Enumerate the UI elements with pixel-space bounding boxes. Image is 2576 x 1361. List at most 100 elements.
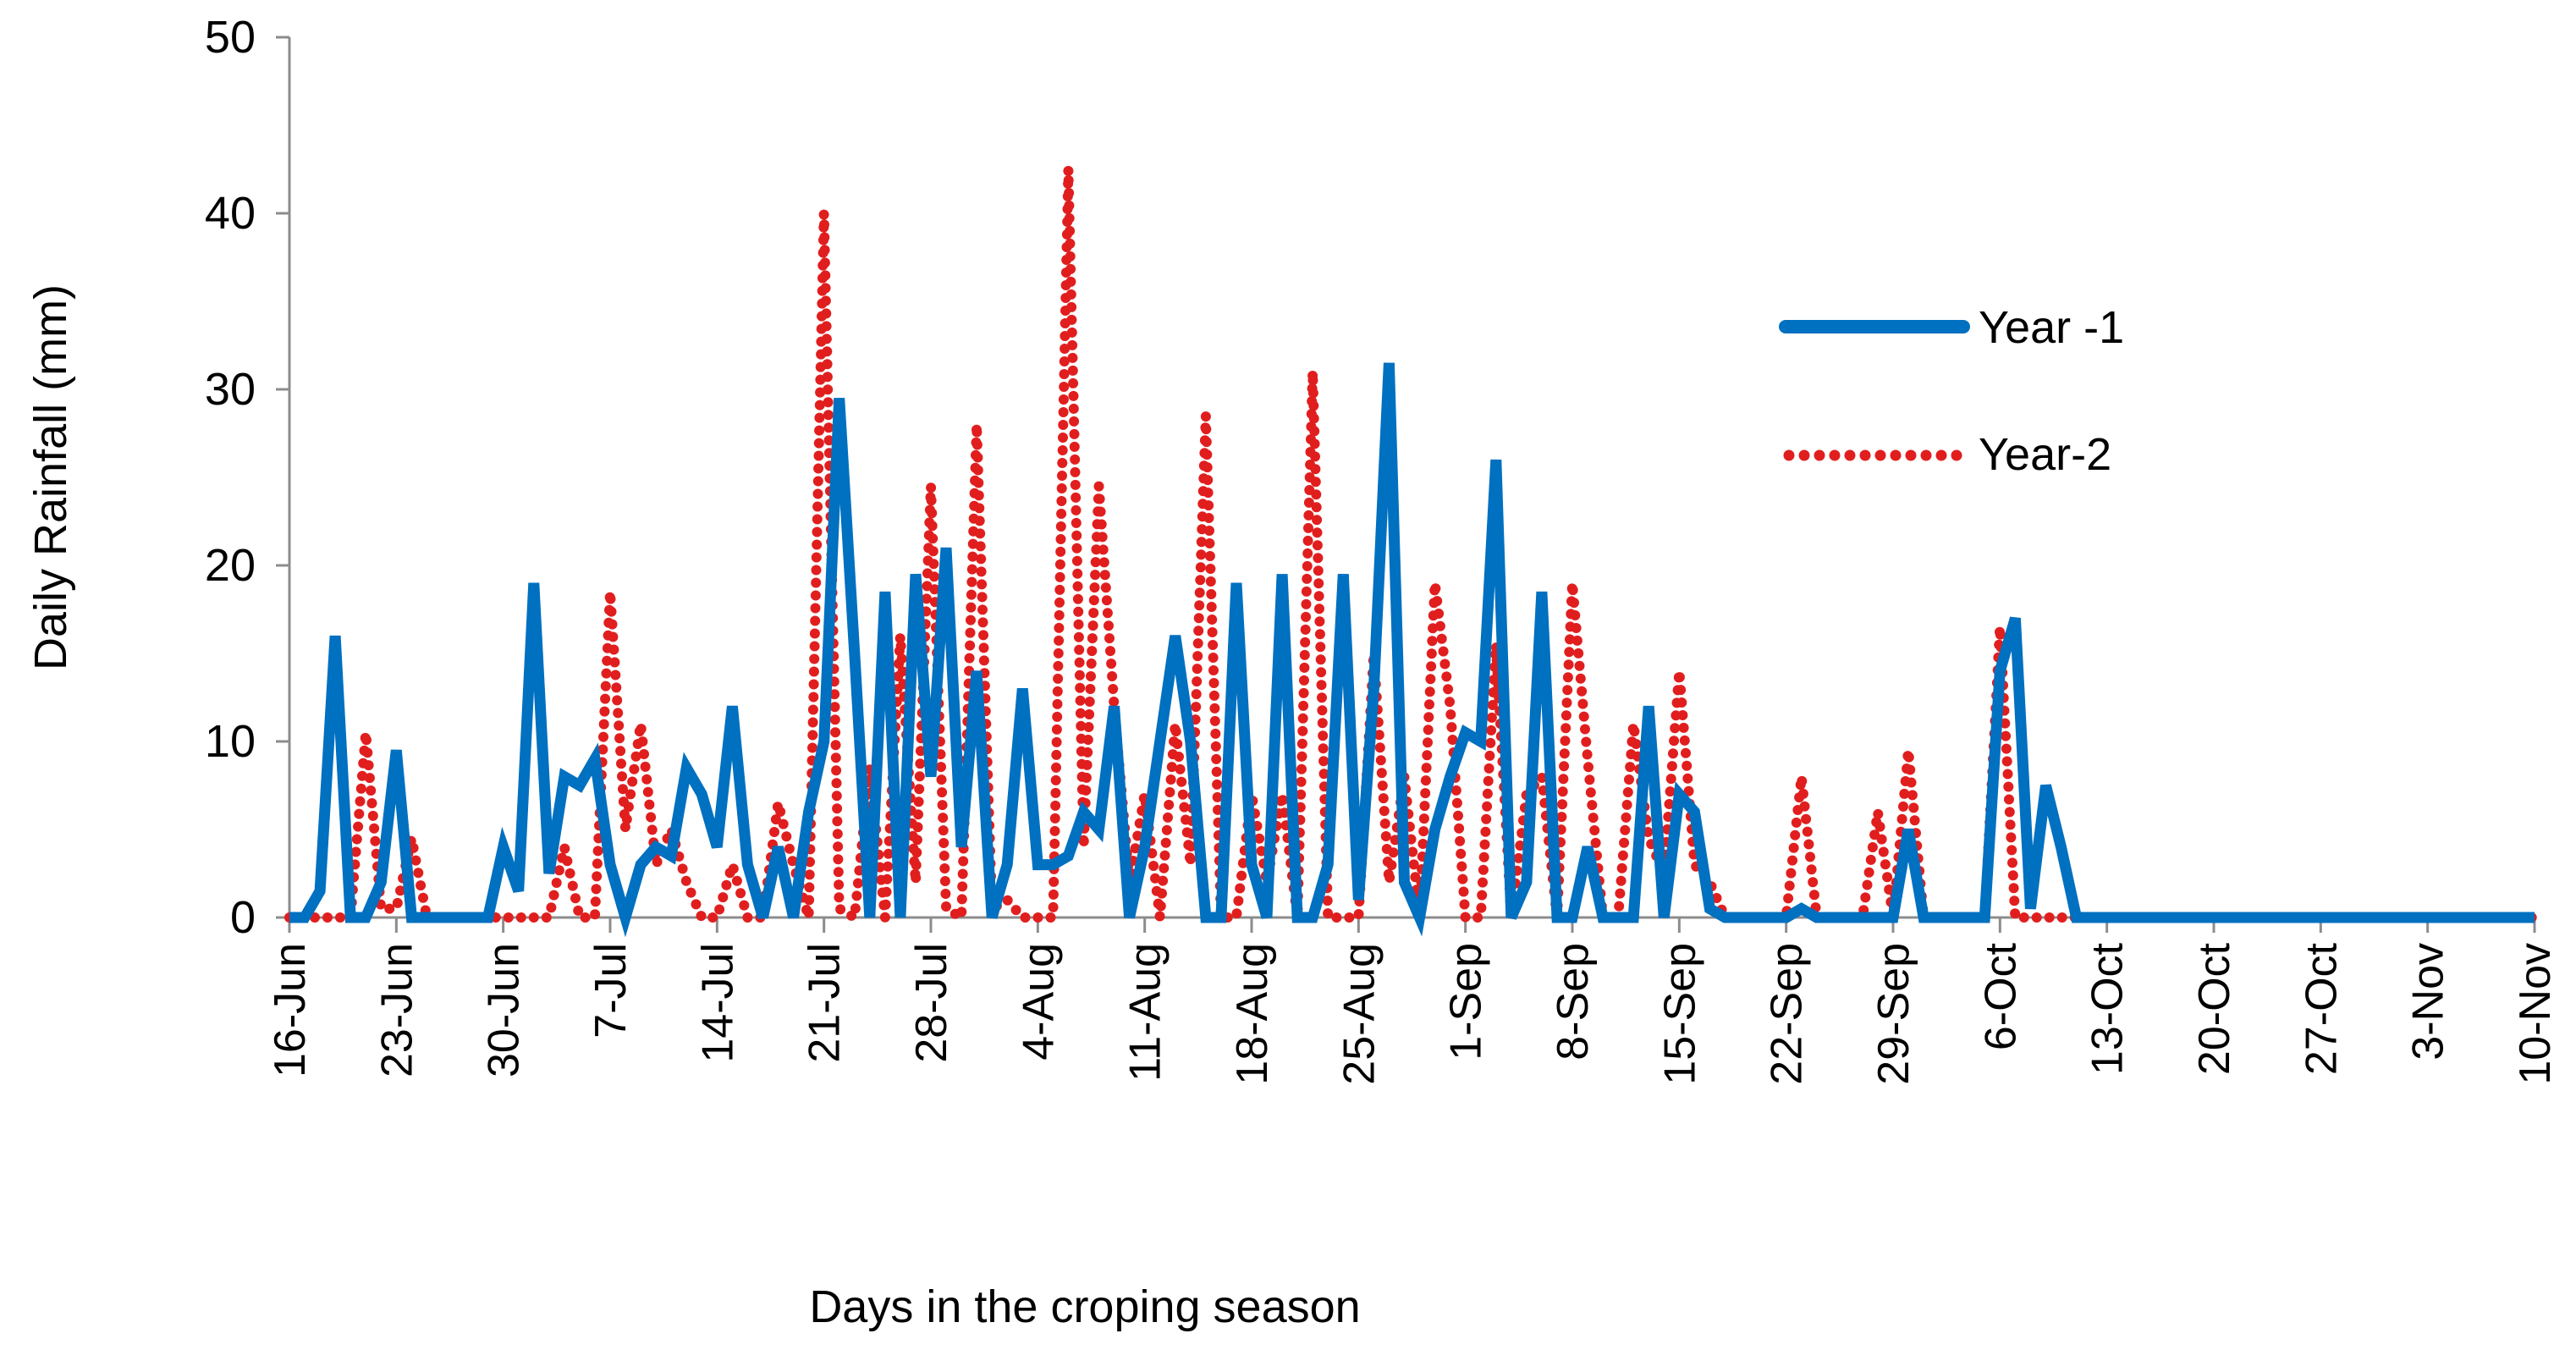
year-2-dot — [1072, 581, 1083, 592]
year-2-dot — [809, 653, 820, 664]
year-2-dot — [1195, 562, 1206, 573]
year-2-dot — [1296, 751, 1307, 762]
year-2-dot — [1071, 543, 1082, 554]
year-2-dot — [807, 704, 818, 715]
year-2-dot — [1063, 166, 1074, 176]
year-2-dot — [1790, 829, 1801, 840]
year-2-dot — [1302, 535, 1313, 546]
year-2-dot — [822, 372, 833, 383]
year-2-dot — [573, 905, 584, 916]
year-2-dot — [1298, 700, 1309, 711]
year-2-dot — [410, 855, 421, 866]
year-2-dot — [1664, 799, 1675, 809]
year-2-dot — [1314, 629, 1325, 640]
year-2-dot — [1476, 902, 1487, 913]
year-2-dot — [928, 571, 939, 582]
year-2-dot — [896, 653, 907, 664]
year-2-dot — [1071, 530, 1082, 541]
year-2-dot — [1455, 835, 1466, 846]
year-2-dot — [362, 747, 373, 758]
year-2-dot — [728, 863, 739, 874]
year-2-dot — [978, 630, 988, 641]
year-2-dot — [1625, 762, 1636, 773]
year-2-dot — [937, 787, 948, 798]
year-2-dot — [2006, 832, 2017, 843]
year-2-dot — [1882, 872, 1893, 883]
year-2-dot — [546, 902, 557, 913]
year-2-dot — [1318, 769, 1329, 780]
legend-dot — [1935, 449, 1947, 461]
year-2-dot — [911, 873, 922, 884]
year-2-dot — [1278, 795, 1288, 806]
year-2-dot — [636, 724, 647, 735]
year-2-dot — [1059, 382, 1070, 392]
year-2-dot — [1053, 673, 1064, 684]
year-2-dot — [1905, 764, 1916, 775]
year-2-dot — [606, 606, 617, 617]
year-2-dot — [897, 666, 908, 677]
year-2-dot — [1066, 327, 1077, 338]
year-2-dot — [1060, 344, 1071, 354]
year-2-dot — [1209, 703, 1220, 714]
year-2-dot — [1150, 873, 1160, 884]
year-2-dot — [366, 785, 377, 796]
year-2-dot — [834, 879, 845, 890]
year-2-dot — [832, 816, 843, 827]
year-2-dot — [541, 912, 552, 923]
year-2-dot — [1573, 647, 1584, 658]
year-2-dot — [1480, 826, 1491, 837]
year-2-dot — [914, 784, 925, 795]
year-2-dot — [926, 482, 937, 493]
year-2-dot — [351, 834, 362, 845]
year-2-dot — [1430, 583, 1441, 594]
year-2-dot — [956, 894, 967, 905]
year-2-dot — [1577, 698, 1588, 709]
year-2-dot — [1569, 598, 1579, 609]
year-2-dot — [1422, 750, 1433, 761]
year-2-dot — [813, 463, 824, 474]
year-2-dot — [1797, 775, 1808, 786]
year-2-dot — [1065, 263, 1076, 274]
year-2-dot — [570, 893, 581, 904]
year-2-dot — [1425, 674, 1436, 685]
y-tick-label: 0 — [230, 892, 256, 943]
year-2-dot — [1211, 753, 1222, 764]
year-2-dot — [1481, 813, 1492, 824]
year-2-dot — [1056, 483, 1067, 493]
year-2-dot — [1082, 735, 1093, 745]
x-tick-label: 14-Jul — [693, 943, 742, 1063]
year-2-dot — [1058, 407, 1069, 417]
year-2-dot — [680, 875, 691, 886]
year-2-dot — [966, 576, 977, 587]
year-2-dot — [1195, 575, 1206, 586]
year-2-dot — [370, 835, 381, 846]
year-2-dot — [1313, 553, 1324, 564]
year-2-dot — [936, 774, 947, 785]
year-2-dot — [1098, 544, 1109, 555]
year-2-dot — [564, 868, 575, 879]
year-2-dot — [1206, 602, 1217, 612]
year-2-dot — [1192, 664, 1203, 675]
year-2-dot — [1087, 620, 1098, 631]
year-2-dot — [814, 412, 825, 423]
year-2-dot — [1880, 859, 1891, 870]
x-tick-label: 10-Nov — [2511, 943, 2560, 1085]
year-2-dot — [1903, 752, 1914, 763]
year-2-dot — [1318, 730, 1329, 741]
year-2-dot — [1457, 873, 1468, 884]
year-2-dot — [975, 541, 986, 552]
year-2-dot — [1051, 749, 1062, 760]
x-tick-label: 23-Jun — [372, 943, 421, 1077]
year-2-dot — [1312, 515, 1323, 526]
year-2-dot — [1674, 672, 1685, 683]
year-2-dot — [1678, 722, 1689, 733]
year-2-dot — [627, 776, 638, 787]
year-2-dot — [835, 904, 846, 915]
year-2-dot — [1570, 610, 1581, 620]
year-2-dot — [1155, 901, 1166, 912]
year-2-dot — [1296, 776, 1307, 787]
year-2-dot — [821, 321, 832, 332]
year-2-dot — [731, 875, 742, 886]
year-2-dot — [1786, 868, 1797, 879]
year-2-dot — [1204, 538, 1215, 548]
